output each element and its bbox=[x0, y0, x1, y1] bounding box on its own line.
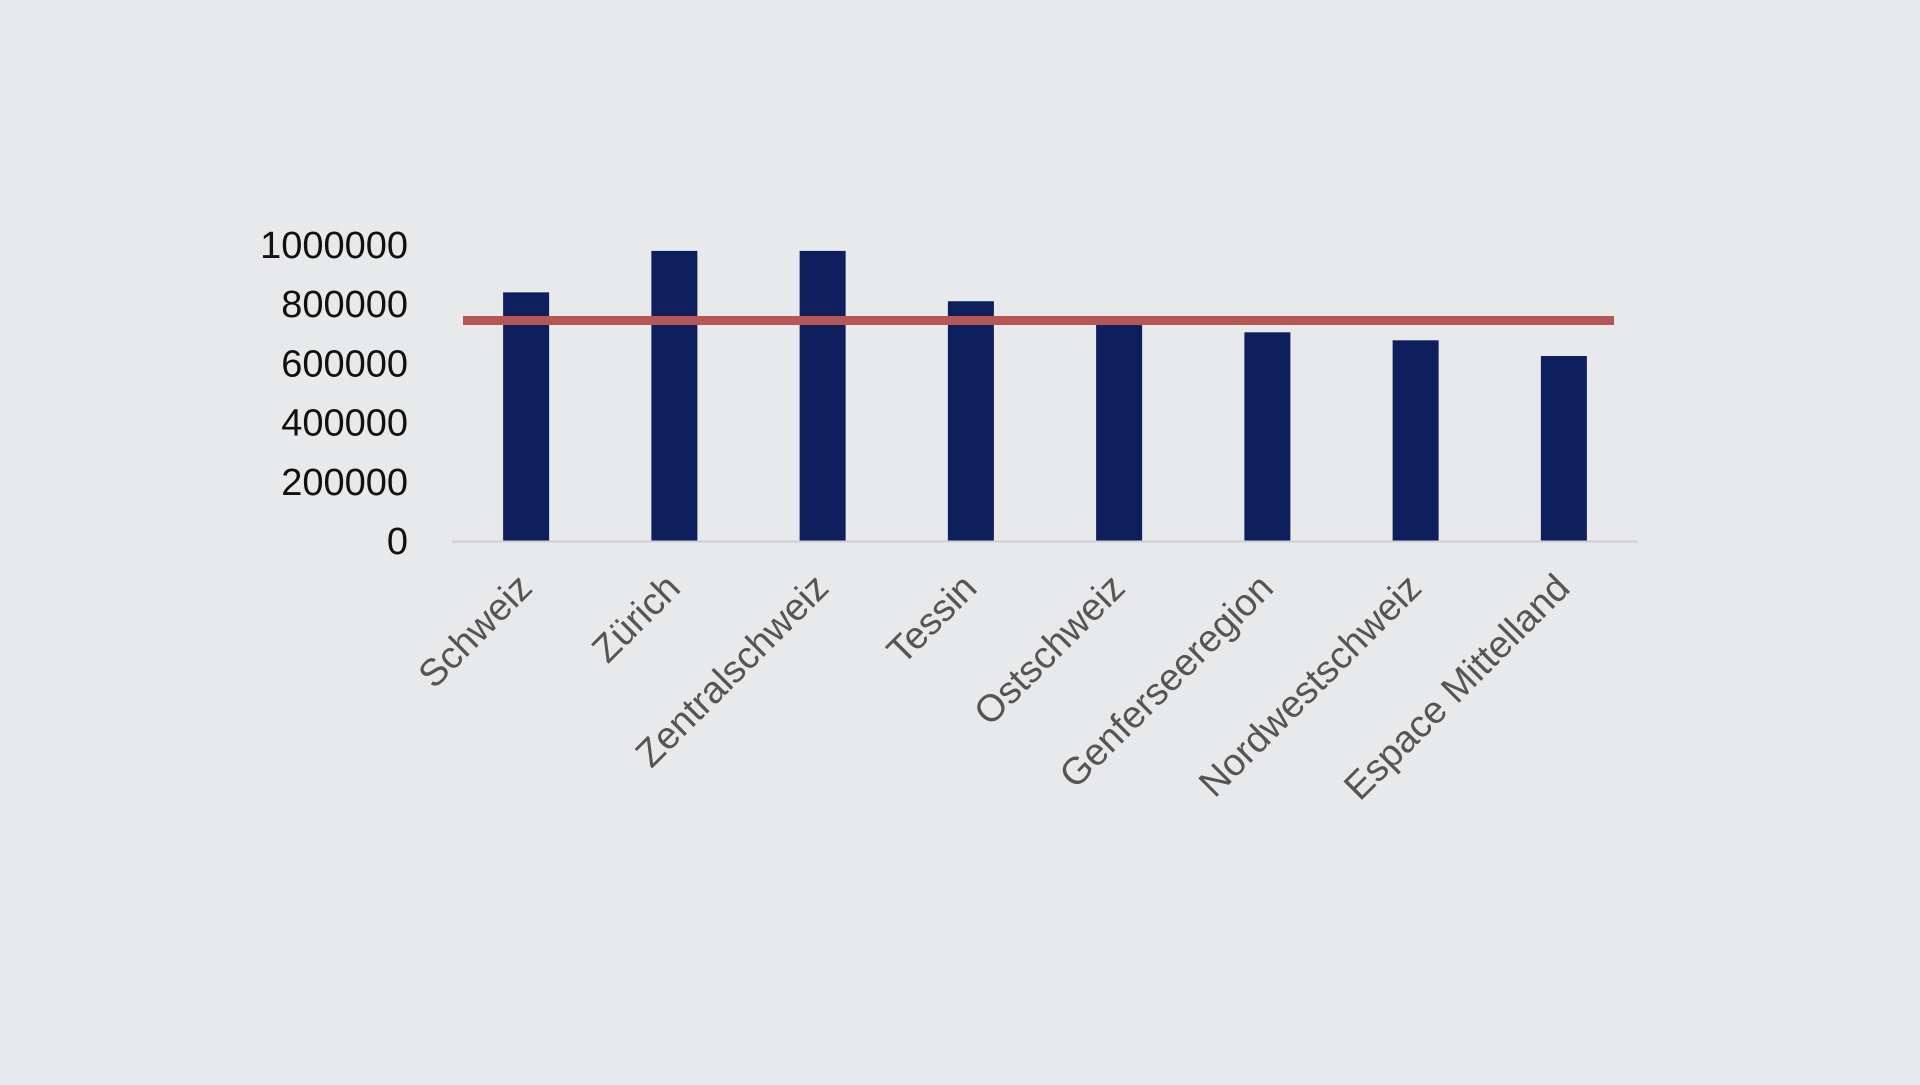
bar-espace-mittelland bbox=[1540, 356, 1587, 541]
x-tick-label: Schweiz bbox=[411, 567, 541, 697]
bars bbox=[503, 250, 1587, 542]
bar-genferseeregion bbox=[1244, 332, 1291, 541]
bar-tessin bbox=[947, 301, 994, 541]
y-tick-label: 800000 bbox=[281, 284, 408, 326]
bar-zürich bbox=[651, 250, 698, 542]
x-tick-label: Tessin bbox=[879, 567, 985, 673]
bar-zentralschweiz bbox=[799, 250, 846, 542]
bar-nordwestschweiz bbox=[1392, 340, 1439, 541]
x-tick-label: Ostschweiz bbox=[966, 567, 1133, 734]
y-tick-label: 1000000 bbox=[260, 225, 408, 267]
bar-ostschweiz bbox=[1096, 324, 1143, 541]
y-axis-ticks: 0 200000 400000 600000 800000 1000000 bbox=[260, 225, 408, 563]
y-tick-label: 0 bbox=[387, 521, 408, 563]
bar-schweiz bbox=[503, 292, 550, 541]
x-tick-label: Zürich bbox=[584, 567, 688, 671]
y-tick-label: 400000 bbox=[281, 403, 408, 445]
y-tick-label: 600000 bbox=[281, 343, 408, 385]
y-tick-label: 200000 bbox=[281, 462, 408, 504]
